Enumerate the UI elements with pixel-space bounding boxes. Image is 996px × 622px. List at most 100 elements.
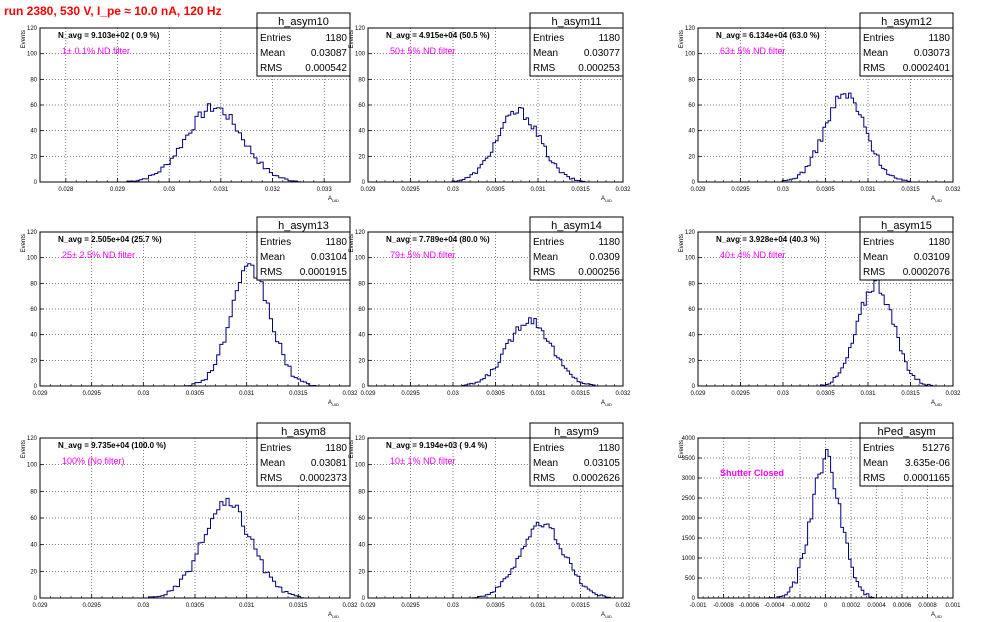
stats-value-entries: 1180 xyxy=(928,33,950,44)
x-tick-label: 0.0305 xyxy=(486,391,505,397)
x-tick-label: 0.0305 xyxy=(186,391,205,397)
y-tick-label: 120 xyxy=(27,230,38,236)
navg-label: N_avg = 3.928e+04 (40.3 %) xyxy=(716,235,820,244)
x-tick-label: 0.031 xyxy=(530,391,546,397)
stats-value-rms: 0.000542 xyxy=(305,63,347,74)
y-tick-label: 80 xyxy=(30,77,37,83)
y-tick-label: 40 xyxy=(30,129,37,135)
x-tick-label: 0.029 xyxy=(690,187,706,193)
y-tick-label: 60 xyxy=(30,307,37,313)
x-axis-label: AUID xyxy=(931,196,942,203)
stats-label-rms: RMS xyxy=(260,267,283,278)
stats-value-entries: 1180 xyxy=(598,237,620,248)
y-tick-label: 100 xyxy=(685,52,696,58)
y-tick-label: 20 xyxy=(688,154,695,160)
x-tick-label: 0.0305 xyxy=(816,391,835,397)
stats-label-entries: Entries xyxy=(533,33,564,44)
stats-label-entries: Entries xyxy=(863,443,894,454)
histogram-panel-h_asym9: 0.029 0.0295 0.03 0.0305 0.031 0.0315 0.032 0 20… xyxy=(349,422,631,619)
x-tick-label: 0.032 xyxy=(342,391,358,397)
x-tick-label: 0.0295 xyxy=(401,603,420,609)
histogram-name: h_asym11 xyxy=(552,16,602,28)
y-tick-label: 60 xyxy=(358,516,365,522)
filter-note: 100% (No filter) xyxy=(62,456,125,466)
stats-box xyxy=(859,437,954,487)
x-tick-label: 0.029 xyxy=(690,391,706,397)
x-tick-label: 0.032 xyxy=(615,187,631,193)
y-axis-label: Events xyxy=(349,234,355,252)
stats-label-rms: RMS xyxy=(863,473,886,484)
y-axis-label: Events xyxy=(679,30,685,48)
histogram-name: h_asym8 xyxy=(281,426,326,438)
y-tick-label: 3500 xyxy=(682,456,696,462)
y-tick-label: 40 xyxy=(30,333,37,339)
y-axis-label: Events xyxy=(349,440,355,458)
filter-note: 50± 5% ND filter xyxy=(390,46,455,56)
y-tick-label: 120 xyxy=(355,26,366,32)
x-axis-label: AUID xyxy=(931,400,942,407)
x-axis-label: AUID xyxy=(601,400,612,407)
x-axis-label: AUID xyxy=(328,400,339,407)
y-tick-label: 40 xyxy=(358,129,365,135)
stats-label-mean: Mean xyxy=(863,252,888,263)
x-tick-label: 0.0305 xyxy=(486,187,505,193)
stats-label-mean: Mean xyxy=(260,252,285,263)
stats-label-rms: RMS xyxy=(863,267,886,278)
y-tick-label: 120 xyxy=(685,26,696,32)
stats-value-entries: 1180 xyxy=(325,443,347,454)
x-tick-label: 0.029 xyxy=(32,603,48,609)
x-tick-label: 0.0295 xyxy=(731,391,750,397)
stats-box xyxy=(529,27,624,77)
x-tick-label: 0.032 xyxy=(265,187,281,193)
x-tick-label: 0.031 xyxy=(530,603,546,609)
y-tick-label: 80 xyxy=(30,281,37,287)
histogram-name: h_asym10 xyxy=(278,16,329,28)
histogram-name: h_asym14 xyxy=(551,220,602,232)
stats-label-mean: Mean xyxy=(863,48,888,59)
y-tick-label: 80 xyxy=(358,281,365,287)
x-tick-label: 0.03 xyxy=(447,391,459,397)
x-tick-label: 0.0004 xyxy=(867,603,886,609)
stats-box xyxy=(529,231,624,281)
y-tick-label: 120 xyxy=(27,26,38,32)
stats-value-rms: 0.000253 xyxy=(578,63,620,74)
stats-value-entries: 1180 xyxy=(325,33,347,44)
stats-value-mean: 3.635e-06 xyxy=(905,458,950,469)
histogram-panel-h_asym11: 0.029 0.0295 0.03 0.0305 0.031 0.0315 0.032 0 20… xyxy=(349,12,631,203)
stats-value-mean: 0.03104 xyxy=(311,252,348,263)
navg-label: N_avg = 6.134e+04 (63.0 %) xyxy=(716,31,820,40)
x-tick-label: 0.0295 xyxy=(401,187,420,193)
y-tick-label: 60 xyxy=(358,307,365,313)
stats-box xyxy=(256,27,351,77)
y-axis-label: Events xyxy=(21,440,27,458)
x-axis-label: AUID xyxy=(328,196,339,203)
y-tick-label: 0 xyxy=(34,384,38,390)
filter-note: 1± 0.1% ND filter xyxy=(62,46,130,56)
filter-note: 79± 5% ND filter xyxy=(390,250,455,260)
y-tick-label: 1500 xyxy=(682,536,696,542)
y-tick-label: 100 xyxy=(355,463,366,469)
y-tick-label: 80 xyxy=(688,77,695,83)
stats-value-mean: 0.0309 xyxy=(589,252,620,263)
y-tick-label: 1000 xyxy=(682,556,696,562)
histogram-name: h_asym15 xyxy=(881,220,932,232)
filter-note: 25± 2.5% ND filter xyxy=(62,250,135,260)
stats-box xyxy=(529,437,624,487)
x-tick-label: 0.029 xyxy=(360,187,376,193)
x-tick-label: 0.0002 xyxy=(842,603,861,609)
x-tick-label: 0.0295 xyxy=(82,603,101,609)
y-tick-label: 0 xyxy=(362,384,366,390)
histogram-line xyxy=(40,103,350,183)
y-tick-label: 0 xyxy=(34,596,38,602)
stats-box xyxy=(859,27,954,77)
stats-label-entries: Entries xyxy=(863,237,894,248)
x-tick-label: 0.0305 xyxy=(486,603,505,609)
x-tick-label: 0.032 xyxy=(342,603,358,609)
navg-label: N_avg = 9.194e+03 ( 9.4 %) xyxy=(386,441,488,450)
y-tick-label: 2000 xyxy=(682,516,696,522)
x-axis-label: AUID xyxy=(601,196,612,203)
navg-label: N_avg = 7.789e+04 (80.0 %) xyxy=(386,235,490,244)
y-tick-label: 0 xyxy=(692,384,696,390)
stats-value-entries: 1180 xyxy=(325,237,347,248)
x-tick-label: 0.0315 xyxy=(901,391,920,397)
